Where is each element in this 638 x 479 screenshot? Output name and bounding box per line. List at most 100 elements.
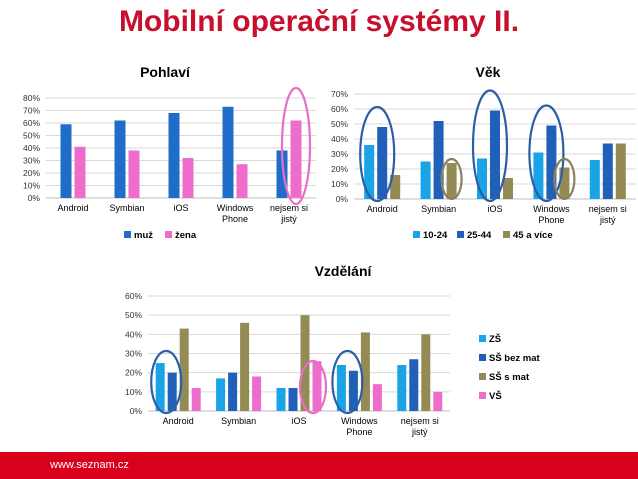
x-category-label: Windows (533, 204, 570, 214)
x-category-label: Phone (222, 214, 248, 224)
x-category-label: jistý (411, 427, 428, 437)
x-category-label: Android (57, 203, 88, 213)
legend-swatch-25-44 (457, 231, 464, 238)
legend-swatch-mu (124, 231, 131, 238)
bar-ios-ena (182, 158, 194, 198)
y-tick-label: 60% (125, 291, 142, 301)
page-title: Mobilní operační systémy II. (118, 5, 520, 38)
bar-windows-phone-s-s-mat (360, 332, 370, 411)
bar-ios-mu (168, 113, 180, 198)
x-category-label: Windows (217, 203, 254, 213)
legend-swatch-45-a-v-ce (503, 231, 510, 238)
y-tick-label: 10% (331, 179, 348, 189)
bar-android-25-44 (377, 127, 388, 199)
x-category-label: iOS (291, 416, 306, 426)
bar-symbian-z (216, 378, 226, 411)
footer-bar (0, 452, 638, 479)
x-category-label: Windows (341, 416, 378, 426)
bar-ios-25-44 (490, 110, 500, 199)
y-tick-label: 60% (23, 118, 40, 128)
highlight-circle-android (359, 105, 396, 203)
highlight-circle-windows-phone (528, 104, 565, 203)
legend-label-z: ZŠ (489, 333, 501, 345)
bar-symbian-25-44 (433, 121, 444, 199)
x-category-label: jistý (280, 214, 297, 224)
bar-ios-z (276, 388, 286, 411)
bar-ios-45-a-v-ce (503, 178, 513, 199)
x-category-label: nejsem si (401, 416, 439, 426)
bar-ios-10-24 (477, 158, 487, 199)
y-tick-label: 70% (331, 89, 348, 99)
y-tick-label: 20% (125, 368, 142, 378)
bar-nejsem-si-jist-25-44 (602, 143, 613, 199)
y-tick-label: 30% (23, 156, 40, 166)
bar-windows-phone-z (336, 365, 346, 411)
bar-android-ena (74, 146, 86, 198)
chart-vzdelani: Vzdělání 0% 10% 20% 30% 40% 50% 60% Android Symbi… (125, 263, 541, 437)
bar-ios-s-s-mat (300, 315, 310, 411)
chart-title: Věk (476, 64, 501, 80)
chart-vek: Věk 0% 10% 20% 30% 40% 50% 60% 70% Android Symbian… (331, 64, 636, 241)
bar-windows-phone-ena (236, 164, 248, 198)
y-tick-label: 70% (23, 106, 40, 116)
y-tick-label: 50% (23, 131, 40, 141)
bar-nejsem-si-jist-mu (276, 150, 288, 198)
footer-url[interactable]: www.seznam.cz (50, 459, 129, 471)
chart-title: Pohlaví (140, 64, 191, 80)
bar-symbian-mu (114, 120, 126, 198)
bar-nejsem-si-jist-v (433, 391, 443, 411)
bar-symbian-v (252, 376, 262, 411)
y-tick-label: 0% (130, 406, 143, 416)
bar-windows-phone-45-a-v-ce (559, 167, 570, 199)
bar-symbian-45-a-v-ce (446, 163, 457, 199)
bar-nejsem-si-jist-10-24 (589, 160, 600, 199)
chart-pohlavi: Pohlaví 0% 10% 20% 30% 40% 50% 60% 70% 80% Android… (23, 64, 316, 241)
y-tick-label: 10% (125, 387, 142, 397)
legend-label-10-24: 10-24 (423, 230, 448, 241)
bar-android-45-a-v-ce (390, 175, 401, 199)
y-tick-label: 30% (125, 349, 142, 359)
highlight-circle-windows-phone (331, 349, 364, 415)
bar-windows-phone-s-bez-mat (348, 370, 358, 411)
bar-windows-phone-25-44 (546, 125, 557, 199)
legend-label-s-bez-mat: SŠ bez mat (489, 352, 541, 364)
legend-swatch-10-24 (413, 231, 420, 238)
bar-nejsem-si-jist-s-s-mat (421, 334, 431, 411)
legend-swatch-ena (165, 231, 172, 238)
bar-nejsem-si-jist-s-bez-mat (409, 359, 419, 411)
x-category-label: nejsem si (270, 203, 308, 213)
y-tick-label: 30% (331, 149, 348, 159)
bar-android-v (191, 388, 201, 411)
legend-label-25-44: 25-44 (467, 230, 492, 241)
x-category-label: Symbian (221, 416, 256, 426)
legend-label-v: VŠ (489, 390, 502, 402)
x-category-label: Android (163, 416, 194, 426)
bar-symbian-s-bez-mat (228, 372, 238, 411)
y-tick-label: 50% (331, 119, 348, 129)
bar-windows-phone-v (372, 384, 382, 411)
y-tick-label: 40% (125, 329, 142, 339)
x-category-label: iOS (487, 204, 502, 214)
x-category-label: jistý (599, 215, 616, 225)
legend-label-45-a-v-ce: 45 a více (513, 230, 553, 241)
x-category-label: Phone (538, 215, 564, 225)
bar-android-z (155, 363, 165, 411)
bar-android-s-bez-mat (167, 372, 177, 411)
highlight-circle-nejsem-si-jist (280, 86, 312, 206)
bar-symbian-s-s-mat (240, 322, 250, 411)
legend-swatch-s-bez-mat (479, 354, 486, 361)
legend-label-mu: muž (134, 230, 153, 241)
highlight-circle-ios (298, 359, 328, 415)
y-tick-label: 10% (23, 181, 40, 191)
y-tick-label: 40% (23, 143, 40, 153)
highlight-circle-ios (471, 89, 509, 203)
bar-android-mu (60, 124, 72, 198)
bar-nejsem-si-jist-ena (290, 120, 302, 198)
y-tick-label: 0% (28, 193, 41, 203)
bar-android-s-s-mat (179, 328, 189, 411)
x-category-label: Android (367, 204, 398, 214)
legend-swatch-z (479, 335, 486, 342)
y-tick-label: 0% (336, 194, 349, 204)
bar-symbian-10-24 (420, 161, 431, 199)
x-category-label: iOS (173, 203, 188, 213)
